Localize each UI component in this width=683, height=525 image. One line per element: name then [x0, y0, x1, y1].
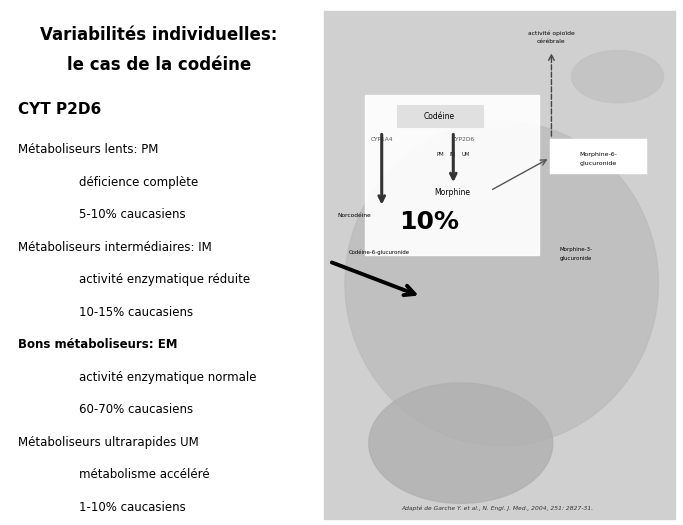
Bar — [324, 11, 675, 519]
Bar — [398, 106, 483, 128]
Text: Norcodéine: Norcodéine — [337, 213, 371, 218]
Text: CYP1A4: CYP1A4 — [370, 137, 393, 142]
Bar — [365, 95, 539, 255]
Text: 60-70% caucasiens: 60-70% caucasiens — [79, 403, 193, 416]
Text: activité enzymatique normale: activité enzymatique normale — [79, 371, 257, 384]
Text: Adapté de Garche Y. et al., N. Engl. J. Med., 2004, 251: 2827-31.: Adapté de Garche Y. et al., N. Engl. J. … — [401, 506, 593, 511]
Text: Morphine: Morphine — [434, 188, 470, 197]
Text: 10%: 10% — [399, 209, 459, 234]
Ellipse shape — [345, 121, 658, 446]
Text: Morphine-6-: Morphine-6- — [580, 152, 617, 157]
Text: Variabilités individuelles:: Variabilités individuelles: — [40, 26, 277, 44]
Text: 10-15% caucasiens: 10-15% caucasiens — [79, 306, 193, 319]
Text: 1-10% caucasiens: 1-10% caucasiens — [79, 500, 186, 513]
Text: glucuronide: glucuronide — [580, 161, 617, 165]
Text: métabolisme accéléré: métabolisme accéléré — [79, 468, 210, 481]
Text: Bons métaboliseurs: EM: Bons métaboliseurs: EM — [18, 338, 177, 351]
Text: IM: IM — [449, 152, 456, 157]
Text: activité enzymatique réduite: activité enzymatique réduite — [79, 274, 250, 286]
Text: le cas de la codéine: le cas de la codéine — [67, 56, 251, 74]
Text: CYP2D6: CYP2D6 — [451, 137, 474, 142]
Text: activité opioïde: activité opioïde — [528, 30, 575, 36]
Text: CYT P2D6: CYT P2D6 — [18, 102, 101, 117]
Text: Métaboliseurs lents: PM: Métaboliseurs lents: PM — [18, 143, 158, 156]
Text: Métaboliseurs intermédiaires: IM: Métaboliseurs intermédiaires: IM — [18, 241, 212, 254]
Ellipse shape — [369, 383, 553, 503]
Text: UM: UM — [461, 152, 470, 157]
Text: glucuronide: glucuronide — [559, 256, 592, 261]
Text: PM: PM — [436, 152, 444, 157]
Text: Métaboliseurs ultrarapides UM: Métaboliseurs ultrarapides UM — [18, 436, 199, 448]
Text: 5-10% caucasiens: 5-10% caucasiens — [79, 208, 186, 222]
Text: Codéine-6-glucuronide: Codéine-6-glucuronide — [348, 250, 410, 255]
Text: déficience complète: déficience complète — [79, 176, 198, 189]
Bar — [551, 140, 645, 172]
Text: cérébrale: cérébrale — [537, 39, 566, 44]
Ellipse shape — [572, 50, 664, 103]
Text: Morphine-3-: Morphine-3- — [559, 247, 593, 253]
Text: Codéine: Codéine — [424, 112, 455, 121]
